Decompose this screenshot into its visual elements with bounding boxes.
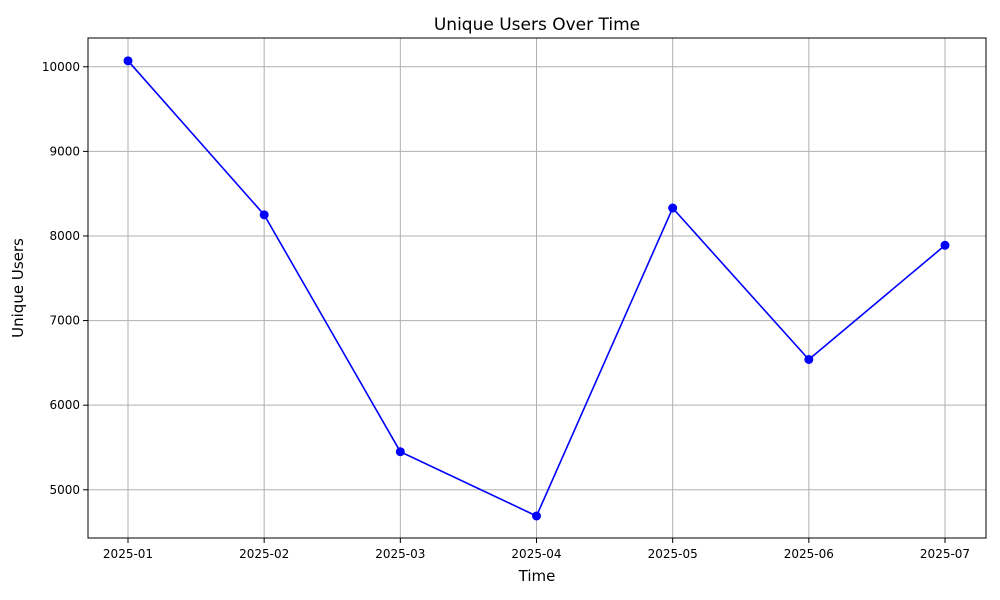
grid: [88, 38, 986, 538]
y-tick-label: 5000: [49, 483, 80, 497]
data-point: [668, 203, 678, 213]
y-tick-label: 7000: [49, 314, 80, 328]
series-line-layer: [123, 56, 950, 521]
y-tick-label: 6000: [49, 398, 80, 412]
x-tick-label: 2025-05: [648, 547, 698, 561]
axis-ticks: 2025-01 2025-02 2025-03 2025-04 2025-05 2025-…: [42, 60, 970, 561]
data-point: [259, 210, 269, 220]
x-tick-label: 2025-04: [511, 547, 561, 561]
y-tick-label: 8000: [49, 229, 80, 243]
data-point: [804, 354, 814, 364]
x-axis-label: Time: [518, 567, 556, 585]
y-tick-label: 9000: [49, 144, 80, 158]
x-tick-label: 2025-07: [920, 547, 970, 561]
x-tick-label: 2025-02: [239, 547, 289, 561]
chart-title: Unique Users Over Time: [434, 15, 640, 35]
data-point: [123, 56, 133, 66]
x-tick-label: 2025-03: [375, 547, 425, 561]
data-point: [532, 511, 541, 521]
x-tick-label: 2025-06: [784, 547, 834, 561]
y-tick-label: 10000: [42, 60, 80, 74]
data-point: [395, 447, 405, 457]
data-point: [940, 240, 950, 250]
y-axis-label: Unique Users: [9, 238, 27, 338]
x-tick-label: 2025-01: [103, 547, 153, 561]
